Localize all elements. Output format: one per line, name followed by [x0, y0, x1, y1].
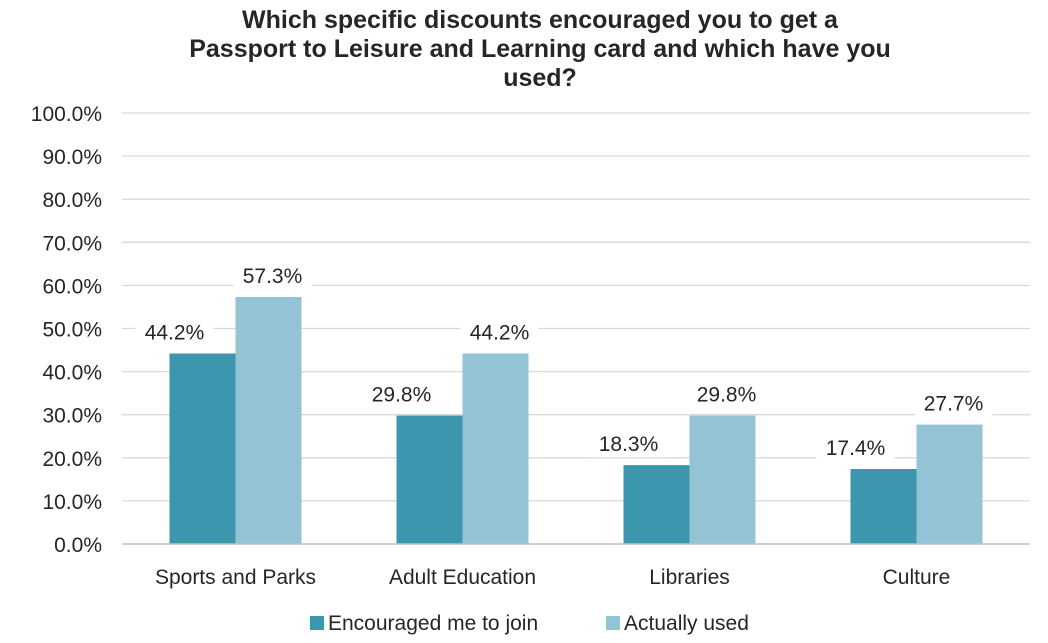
data-label-background — [589, 429, 668, 458]
y-tick-label: 70.0% — [42, 232, 102, 255]
legend-label: Actually used — [624, 612, 749, 635]
bar — [462, 353, 529, 544]
legend-swatch — [606, 616, 620, 630]
data-label: 29.8% — [372, 384, 432, 407]
data-label-background — [362, 379, 441, 408]
bar — [916, 424, 983, 544]
data-label-background — [233, 261, 312, 290]
y-tick-label: 100.0% — [31, 103, 102, 126]
data-label-background — [914, 388, 993, 417]
data-label: 44.2% — [470, 321, 530, 344]
y-tick-label: 80.0% — [42, 189, 102, 212]
data-label: 44.2% — [145, 321, 205, 344]
data-label-background — [135, 317, 214, 346]
bar — [169, 353, 236, 544]
data-label: 29.8% — [697, 384, 757, 407]
y-tick-label: 60.0% — [42, 275, 102, 298]
x-tick-label: Adult Education — [389, 566, 536, 589]
data-label-background — [816, 433, 895, 462]
chart-title-line-1: Which specific discounts encouraged you … — [242, 6, 838, 34]
y-tick-label: 10.0% — [42, 491, 102, 514]
legend-label: Encouraged me to join — [328, 612, 538, 635]
data-label: 27.7% — [924, 393, 984, 416]
data-label: 17.4% — [826, 437, 886, 460]
bar — [623, 465, 690, 544]
y-tick-label: 20.0% — [42, 448, 102, 471]
bar — [235, 297, 302, 544]
bar — [396, 415, 463, 544]
data-label-background — [687, 379, 766, 408]
x-tick-label: Libraries — [649, 566, 730, 589]
chart-title: Which specific discounts encouraged you … — [100, 6, 980, 93]
x-tick-label: Culture — [883, 566, 951, 589]
x-tick-label: Sports and Parks — [155, 566, 316, 589]
data-label: 18.3% — [599, 433, 659, 456]
data-label: 57.3% — [243, 265, 303, 288]
chart-title-line-2: Passport to Leisure and Learning card an… — [189, 35, 891, 63]
bar — [850, 469, 917, 544]
y-tick-label: 50.0% — [42, 319, 102, 342]
bar — [689, 415, 756, 544]
y-tick-label: 40.0% — [42, 362, 102, 385]
y-tick-label: 30.0% — [42, 405, 102, 428]
chart-title-line-3: used? — [503, 64, 577, 92]
y-tick-label: 0.0% — [54, 534, 102, 557]
legend-swatch — [310, 616, 324, 630]
y-tick-label: 90.0% — [42, 146, 102, 169]
data-label-background — [460, 317, 539, 346]
